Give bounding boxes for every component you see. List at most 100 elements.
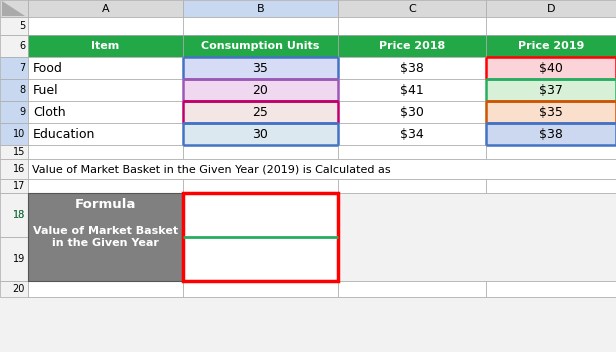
Bar — [183, 0, 338, 17]
Text: 5: 5 — [18, 21, 25, 31]
Bar — [183, 123, 338, 145]
Bar — [0, 17, 28, 35]
Bar — [28, 179, 616, 193]
Text: $35: $35 — [539, 106, 563, 119]
Text: Value of Market Basket in the Given Year (2019) is Calculated as: Value of Market Basket in the Given Year… — [32, 164, 391, 174]
Text: *: * — [269, 200, 275, 213]
Bar — [0, 237, 28, 281]
Bar — [338, 281, 486, 297]
Bar — [0, 35, 28, 57]
Bar — [28, 17, 616, 35]
Text: D10: D10 — [269, 218, 294, 231]
Bar — [28, 281, 183, 297]
Text: $41: $41 — [400, 83, 424, 96]
Bar — [183, 17, 338, 35]
Bar — [0, 281, 28, 297]
Text: (B10: (B10 — [235, 218, 265, 231]
Bar — [183, 145, 338, 159]
Text: (B8: (B8 — [248, 200, 271, 213]
Text: 6: 6 — [19, 41, 25, 51]
Text: Price 2019: Price 2019 — [518, 41, 584, 51]
Bar — [486, 101, 616, 123]
Text: Price 2018: Price 2018 — [379, 41, 445, 51]
Bar — [0, 145, 28, 159]
Text: $4,155: $4,155 — [231, 251, 290, 266]
Text: B: B — [257, 4, 264, 13]
Bar — [338, 17, 486, 35]
Bar — [486, 0, 616, 17]
Text: Food: Food — [33, 62, 63, 75]
Bar — [28, 193, 183, 281]
Bar — [28, 35, 183, 57]
Bar — [183, 193, 338, 281]
Bar — [0, 57, 28, 79]
Text: 20: 20 — [12, 284, 25, 294]
Bar — [0, 193, 28, 237]
Text: Education: Education — [33, 127, 95, 140]
Text: C: C — [408, 4, 416, 13]
Text: Value of Market Basket
in the Given Year: Value of Market Basket in the Given Year — [33, 226, 178, 247]
Text: 9: 9 — [19, 107, 25, 117]
Polygon shape — [2, 1, 25, 16]
Bar — [28, 17, 183, 35]
Text: 19: 19 — [13, 254, 25, 264]
Bar — [338, 145, 486, 159]
Text: 16: 16 — [13, 164, 25, 174]
Text: 20: 20 — [253, 83, 269, 96]
Bar — [0, 101, 28, 123]
Text: 15: 15 — [12, 147, 25, 157]
Bar — [486, 35, 616, 57]
Bar — [28, 145, 183, 159]
Bar — [338, 57, 486, 79]
Bar — [0, 123, 28, 145]
Bar — [28, 159, 616, 179]
Bar — [486, 123, 616, 145]
Bar — [0, 159, 28, 179]
Text: 25: 25 — [253, 106, 269, 119]
Bar — [183, 179, 338, 193]
Text: A: A — [102, 4, 109, 13]
Text: )+: )+ — [235, 200, 250, 213]
Bar — [338, 101, 486, 123]
Text: $30: $30 — [400, 106, 424, 119]
Bar — [183, 101, 338, 123]
Bar — [0, 79, 28, 101]
Bar — [338, 79, 486, 101]
Text: D7: D7 — [221, 200, 239, 213]
Text: Consumption Units: Consumption Units — [201, 41, 320, 51]
Bar — [28, 281, 616, 297]
Bar — [28, 145, 616, 159]
Bar — [486, 281, 616, 297]
Bar — [28, 179, 183, 193]
Bar — [486, 79, 616, 101]
Bar — [486, 179, 616, 193]
Bar — [486, 17, 616, 35]
Bar — [486, 57, 616, 79]
Bar — [183, 35, 338, 57]
Text: D: D — [547, 4, 555, 13]
Bar — [486, 145, 616, 159]
Text: $34: $34 — [400, 127, 424, 140]
Text: 7: 7 — [18, 63, 25, 73]
Bar — [183, 79, 338, 101]
Bar — [28, 57, 183, 79]
Bar — [338, 0, 486, 17]
Text: Item: Item — [91, 41, 120, 51]
Text: D8: D8 — [275, 200, 293, 213]
Text: (B7: (B7 — [194, 200, 216, 213]
Text: ): ) — [289, 218, 294, 231]
Bar — [338, 123, 486, 145]
Bar — [338, 35, 486, 57]
Text: $40: $40 — [539, 62, 563, 75]
Text: 30: 30 — [253, 127, 269, 140]
Bar — [338, 179, 486, 193]
Text: 18: 18 — [13, 210, 25, 220]
Bar — [183, 57, 338, 79]
Text: 17: 17 — [12, 181, 25, 191]
Text: 35: 35 — [253, 62, 269, 75]
Bar — [0, 0, 28, 17]
Text: 18: 18 — [13, 210, 25, 220]
Bar — [28, 123, 183, 145]
Text: $38: $38 — [539, 127, 563, 140]
Text: *: * — [214, 200, 221, 213]
